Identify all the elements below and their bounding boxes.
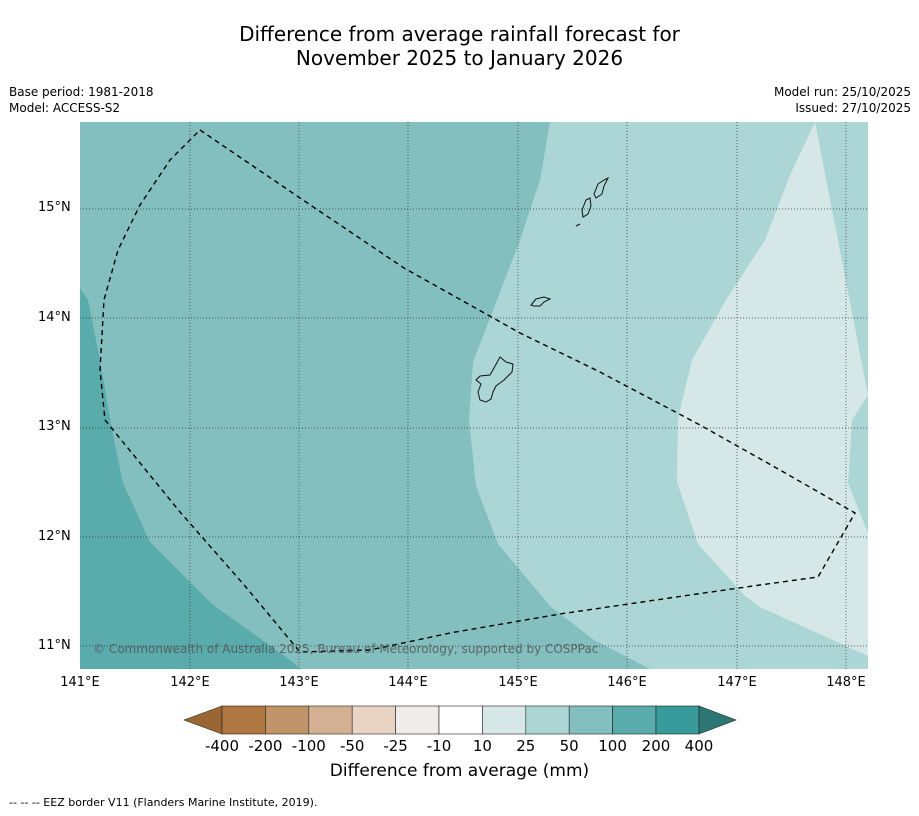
colorbar-label: -10: [426, 737, 452, 755]
chart-title: Difference from average rainfall forecas…: [0, 22, 919, 70]
colorbar-swatch: [265, 705, 310, 735]
lon-tick: 148°E: [826, 675, 866, 690]
region-10-50: [677, 122, 868, 656]
colorbar-swatch: [308, 705, 353, 735]
colorbar-swatch: [482, 705, 527, 735]
title-line-2: November 2025 to January 2026: [295, 46, 624, 70]
island-aguijan: [575, 223, 581, 227]
colorbar-label: 50: [559, 737, 579, 755]
colorbar-swatch: [221, 705, 266, 735]
colorbar-label: 25: [516, 737, 536, 755]
graticule: [80, 122, 868, 669]
lon-tick: 141°E: [60, 675, 100, 690]
colorbar-swatch: [612, 705, 657, 735]
colorbar-swatch: [525, 705, 570, 735]
lat-tick: 15°N: [38, 200, 71, 215]
base-period: Base period: 1981-2018: [9, 85, 154, 99]
island-guam: [475, 356, 514, 403]
colorbar-label: 100: [598, 737, 627, 755]
lon-tick: 145°E: [498, 675, 538, 690]
lon-tick: 146°E: [607, 675, 647, 690]
eez-border: [99, 129, 856, 653]
island-rota: [530, 296, 552, 307]
lat-tick: 14°N: [38, 310, 71, 325]
meta-right: Model run: 25/10/2025 Issued: 27/10/2025: [774, 84, 911, 116]
colorbar-swatch: [395, 705, 440, 735]
model-name: Model: ACCESS-S2: [9, 101, 121, 115]
footer-note: -- -- -- EEZ border V11 (Flanders Marine…: [9, 796, 318, 809]
colorbar-swatch: [351, 705, 396, 735]
colorbar-extend-left: [183, 705, 223, 735]
colorbar-label: -25: [383, 737, 408, 755]
issued-date: Issued: 27/10/2025: [795, 101, 911, 115]
meta-left: Base period: 1981-2018 Model: ACCESS-S2: [9, 84, 154, 116]
colorbar-title: Difference from average (mm): [329, 761, 590, 781]
model-run: Model run: 25/10/2025: [773, 85, 911, 99]
colorbar-label: 10: [472, 737, 492, 755]
island-saipan: [593, 176, 610, 199]
colorbar-swatch: [438, 705, 483, 735]
colorbar-label: -50: [339, 737, 365, 755]
lon-tick: 142°E: [170, 675, 210, 690]
lon-tick: 144°E: [388, 675, 428, 690]
colorbar-swatch: [568, 705, 613, 735]
lon-tick: 147°E: [717, 675, 757, 690]
colorbar-label: -200: [248, 737, 283, 755]
colorbar-extend-right: [698, 705, 737, 735]
lat-tick: 13°N: [38, 419, 71, 434]
lon-tick: 143°E: [279, 675, 319, 690]
title-line-1: Difference from average rainfall forecas…: [239, 22, 680, 46]
colorbar-swatch: [655, 705, 700, 735]
colorbar-label: -400: [204, 737, 240, 755]
lat-tick: 11°N: [38, 638, 71, 653]
colorbar-label: 200: [641, 737, 671, 755]
region-200-400: [80, 288, 300, 669]
colorbar-label: -100: [291, 737, 326, 755]
colorbar-label: 400: [684, 737, 714, 755]
island-tinian: [581, 197, 592, 218]
colorbar: [183, 705, 737, 735]
lat-tick: 12°N: [38, 529, 71, 544]
copyright-text: © Commonwealth of Australia 2025, Bureau…: [93, 642, 598, 656]
